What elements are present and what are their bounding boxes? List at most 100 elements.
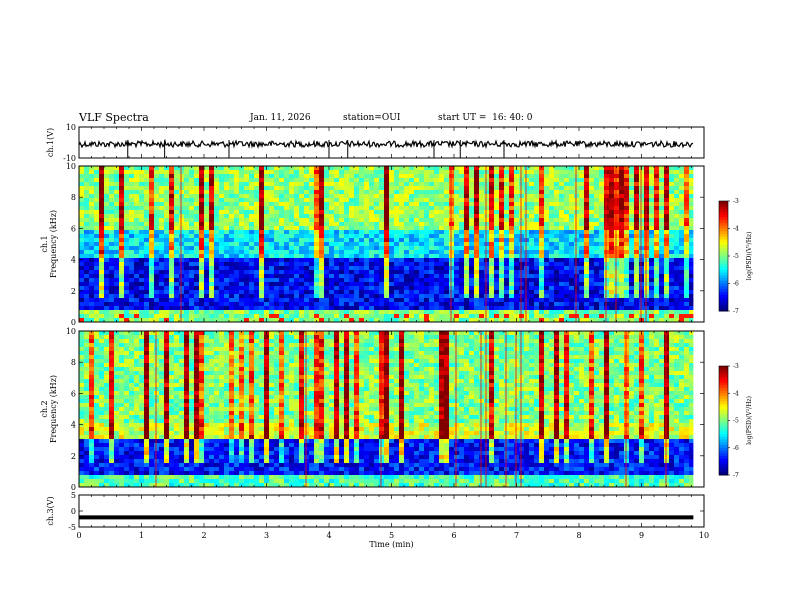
s1-cell: [284, 282, 289, 286]
s1-cell: [319, 310, 324, 314]
s1-cell: [659, 306, 664, 310]
s1-cell: [154, 314, 159, 318]
s1-cell: [494, 286, 499, 290]
s1-cell: [174, 246, 179, 250]
s1-cell: [164, 198, 169, 202]
s1-cell: [274, 226, 279, 230]
s1-cell: [659, 254, 664, 258]
s1-cell: [429, 254, 434, 258]
s1-cell: [284, 230, 289, 234]
s1-cell: [494, 306, 499, 310]
s1-cell: [514, 278, 519, 282]
s1-cell: [184, 222, 189, 226]
s1-cell: [669, 230, 674, 234]
s1-cell: [674, 234, 679, 238]
s1-cell: [209, 302, 214, 306]
s1-cell: [334, 254, 339, 258]
s1-cell: [139, 270, 144, 274]
s1-cell: [619, 218, 624, 222]
s1-cell: [399, 198, 404, 202]
s1-cell: [499, 202, 504, 206]
s1-cell: [549, 170, 554, 174]
s1-cell: [224, 258, 229, 262]
s1-cell: [504, 318, 509, 322]
s1-cell: [564, 314, 569, 318]
s1-cell: [189, 294, 194, 298]
s1-cell: [584, 278, 589, 282]
s1-cell: [369, 262, 374, 266]
s1-cell: [559, 258, 564, 262]
s1-cell: [549, 202, 554, 206]
s1-cell: [379, 298, 384, 302]
s1-cell: [169, 298, 174, 302]
s1-cell: [99, 262, 104, 266]
s1-cell: [289, 254, 294, 258]
s1-cell: [364, 190, 369, 194]
s1-cell: [429, 178, 434, 182]
s1-cell: [469, 286, 474, 290]
s1-cell: [494, 166, 499, 170]
s1-cell: [224, 198, 229, 202]
s1-cell: [499, 302, 504, 306]
s1-cell: [489, 258, 494, 262]
s1-cell: [499, 294, 504, 298]
s1-cell: [249, 274, 254, 278]
s1-cell: [679, 238, 684, 242]
s1-cell: [284, 274, 289, 278]
s1-cell: [319, 294, 324, 298]
s1-cell: [514, 238, 519, 242]
s1-cell: [149, 290, 154, 294]
s1-cell: [634, 286, 639, 290]
s1-cell: [564, 226, 569, 230]
s1-cell: [209, 174, 214, 178]
s1-cell: [329, 250, 334, 254]
s1-cell: [609, 310, 614, 314]
s1-cell: [319, 270, 324, 274]
s1-cell: [139, 262, 144, 266]
s1-cell: [184, 314, 189, 318]
s1-cell: [609, 234, 614, 238]
s1-cell: [529, 266, 534, 270]
s1-cell: [329, 290, 334, 294]
s1-cell: [249, 262, 254, 266]
s1-cell: [549, 262, 554, 266]
s1-cell: [324, 226, 329, 230]
s1-cell: [79, 270, 84, 274]
s1-cell: [129, 206, 134, 210]
s1-cell: [134, 250, 139, 254]
s1-cell: [289, 306, 294, 310]
s1-cell: [584, 234, 589, 238]
s1-cell: [634, 258, 639, 262]
s1-cell: [239, 210, 244, 214]
s1-cell: [224, 294, 229, 298]
s1-cell: [479, 258, 484, 262]
s1-cell: [554, 234, 559, 238]
s1-cell: [184, 182, 189, 186]
s1-cell: [154, 238, 159, 242]
s1-cell: [374, 178, 379, 182]
s1-cell: [594, 182, 599, 186]
s1-cell: [84, 186, 89, 190]
s1-cell: [444, 218, 449, 222]
s1-cell: [674, 318, 679, 322]
s1-cell: [304, 214, 309, 218]
s1-cell: [184, 254, 189, 258]
s1-cell: [529, 198, 534, 202]
s1-cell: [284, 266, 289, 270]
s1-cell: [329, 238, 334, 242]
s1-cell: [224, 314, 229, 318]
s1-cell: [234, 182, 239, 186]
s1-cell: [689, 194, 694, 198]
s1-cell: [414, 190, 419, 194]
s1-cell: [194, 194, 199, 198]
s1-cell: [559, 282, 564, 286]
s1-cell: [579, 294, 584, 298]
s1-cell: [609, 190, 614, 194]
s1-cell: [434, 262, 439, 266]
s1-cell: [194, 182, 199, 186]
s1-cell: [514, 226, 519, 230]
s1-cell: [279, 290, 284, 294]
s1-cell: [629, 250, 634, 254]
s1-cell: [539, 186, 544, 190]
s1-cell: [154, 178, 159, 182]
